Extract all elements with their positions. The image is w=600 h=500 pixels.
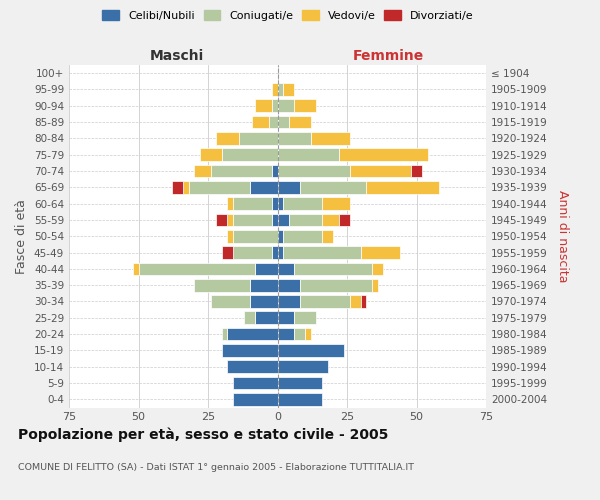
Bar	[250, 181, 277, 194]
Bar	[277, 279, 300, 291]
Bar	[194, 164, 211, 177]
Bar	[183, 181, 188, 194]
Bar	[411, 164, 422, 177]
Bar	[133, 262, 139, 275]
Bar	[272, 100, 277, 112]
Bar	[300, 279, 372, 291]
Bar	[244, 312, 255, 324]
Bar	[305, 328, 311, 340]
Text: COMUNE DI FELITTO (SA) - Dati ISTAT 1° gennaio 2005 - Elaborazione TUTTITALIA.IT: COMUNE DI FELITTO (SA) - Dati ISTAT 1° g…	[18, 462, 414, 471]
Bar	[289, 214, 322, 226]
Bar	[272, 83, 277, 96]
Bar	[139, 262, 255, 275]
Bar	[188, 181, 250, 194]
Bar	[322, 214, 338, 226]
Bar	[361, 246, 400, 259]
Bar	[277, 116, 289, 128]
Bar	[294, 328, 305, 340]
Bar	[269, 116, 277, 128]
Bar	[233, 246, 272, 259]
Bar	[250, 295, 277, 308]
Bar	[217, 132, 239, 145]
Bar	[253, 116, 269, 128]
Bar	[300, 181, 367, 194]
Bar	[211, 295, 250, 308]
Bar	[361, 295, 367, 308]
Bar	[277, 132, 311, 145]
Bar	[277, 295, 300, 308]
Bar	[211, 164, 272, 177]
Bar	[372, 279, 377, 291]
Y-axis label: Anni di nascita: Anni di nascita	[556, 190, 569, 282]
Bar	[200, 148, 222, 161]
Bar	[277, 344, 344, 357]
Bar	[222, 148, 277, 161]
Bar	[294, 262, 372, 275]
Bar	[338, 214, 350, 226]
Bar	[277, 214, 289, 226]
Bar	[277, 148, 338, 161]
Bar	[222, 344, 277, 357]
Bar	[272, 164, 277, 177]
Bar	[294, 312, 316, 324]
Bar	[277, 360, 328, 373]
Bar	[277, 198, 283, 210]
Bar	[300, 295, 350, 308]
Bar	[322, 198, 350, 210]
Text: Maschi: Maschi	[150, 48, 204, 62]
Bar	[255, 262, 277, 275]
Text: Popolazione per età, sesso e stato civile - 2005: Popolazione per età, sesso e stato civil…	[18, 428, 388, 442]
Bar	[233, 214, 272, 226]
Bar	[277, 312, 294, 324]
Bar	[272, 246, 277, 259]
Bar	[277, 376, 322, 390]
Bar	[227, 198, 233, 210]
Bar	[372, 262, 383, 275]
Bar	[338, 148, 428, 161]
Bar	[283, 246, 361, 259]
Bar	[233, 230, 277, 242]
Bar	[227, 214, 233, 226]
Legend: Celibi/Nubili, Coniugati/e, Vedovi/e, Divorziati/e: Celibi/Nubili, Coniugati/e, Vedovi/e, Di…	[98, 6, 478, 25]
Bar	[233, 393, 277, 406]
Bar	[222, 246, 233, 259]
Bar	[277, 393, 322, 406]
Text: Femmine: Femmine	[353, 48, 424, 62]
Bar	[194, 279, 250, 291]
Bar	[311, 132, 350, 145]
Bar	[277, 328, 294, 340]
Bar	[227, 360, 277, 373]
Bar	[277, 164, 350, 177]
Bar	[367, 181, 439, 194]
Bar	[233, 198, 272, 210]
Bar	[294, 100, 316, 112]
Bar	[227, 328, 277, 340]
Bar	[250, 279, 277, 291]
Bar	[289, 116, 311, 128]
Bar	[350, 164, 411, 177]
Bar	[217, 214, 227, 226]
Bar	[283, 83, 294, 96]
Bar	[233, 376, 277, 390]
Bar	[255, 100, 272, 112]
Bar	[277, 100, 294, 112]
Bar	[277, 246, 283, 259]
Bar	[222, 328, 227, 340]
Bar	[272, 214, 277, 226]
Bar	[277, 83, 283, 96]
Bar	[283, 198, 322, 210]
Bar	[272, 198, 277, 210]
Bar	[283, 230, 322, 242]
Bar	[322, 230, 333, 242]
Bar	[277, 262, 294, 275]
Bar	[172, 181, 183, 194]
Bar	[239, 132, 277, 145]
Y-axis label: Fasce di età: Fasce di età	[16, 199, 28, 274]
Bar	[350, 295, 361, 308]
Bar	[277, 181, 300, 194]
Bar	[227, 230, 233, 242]
Bar	[255, 312, 277, 324]
Bar	[277, 230, 283, 242]
